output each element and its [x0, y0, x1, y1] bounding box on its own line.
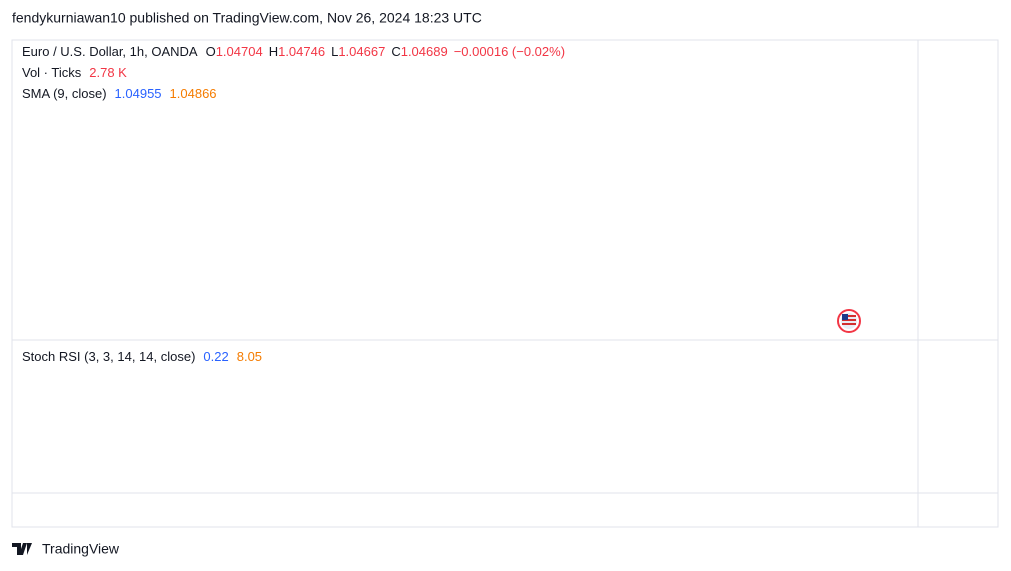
stoch-d: 8.05 — [237, 349, 262, 364]
flag-icon — [837, 309, 861, 333]
o-value: 1.04704 — [216, 44, 263, 59]
sma-value: 1.04955 — [115, 86, 162, 101]
sma-name: SMA (9, close) — [22, 86, 107, 101]
o-label: O — [206, 44, 216, 59]
chart-frame — [11, 39, 999, 528]
volume-name: Vol · Ticks — [22, 65, 82, 80]
logo: TradingView — [12, 541, 120, 557]
stoch-k: 0.22 — [203, 349, 228, 364]
h-label: H — [269, 44, 278, 59]
legend-sma: SMA (9, close) 1.04955 1.04866 — [22, 86, 217, 101]
legend-main: Euro / U.S. Dollar, 1h, OANDA O1.04704 H1.… — [22, 44, 565, 59]
stoch-name: Stoch RSI (3, 3, 14, 14, close) — [22, 349, 195, 364]
legend-stoch: Stoch RSI (3, 3, 14, 14, close) 0.22 8.05 — [22, 349, 262, 364]
volume-value: 2.78 K — [89, 65, 127, 80]
c-label: C — [391, 44, 400, 59]
legend-volume: Vol · Ticks 2.78 K — [22, 65, 127, 80]
h-value: 1.04746 — [278, 44, 325, 59]
l-value: 1.04667 — [338, 44, 385, 59]
sma-value: 1.04866 — [170, 86, 217, 101]
l-label: L — [331, 44, 338, 59]
change: −0.00016 (−0.02%) — [454, 44, 565, 59]
symbol: Euro / U.S. Dollar, 1h, OANDA — [22, 44, 198, 59]
logo-text: TradingView — [42, 541, 120, 557]
publish-header: fendykurniawan10 published on TradingVie… — [12, 10, 482, 26]
c-value: 1.04689 — [401, 44, 448, 59]
